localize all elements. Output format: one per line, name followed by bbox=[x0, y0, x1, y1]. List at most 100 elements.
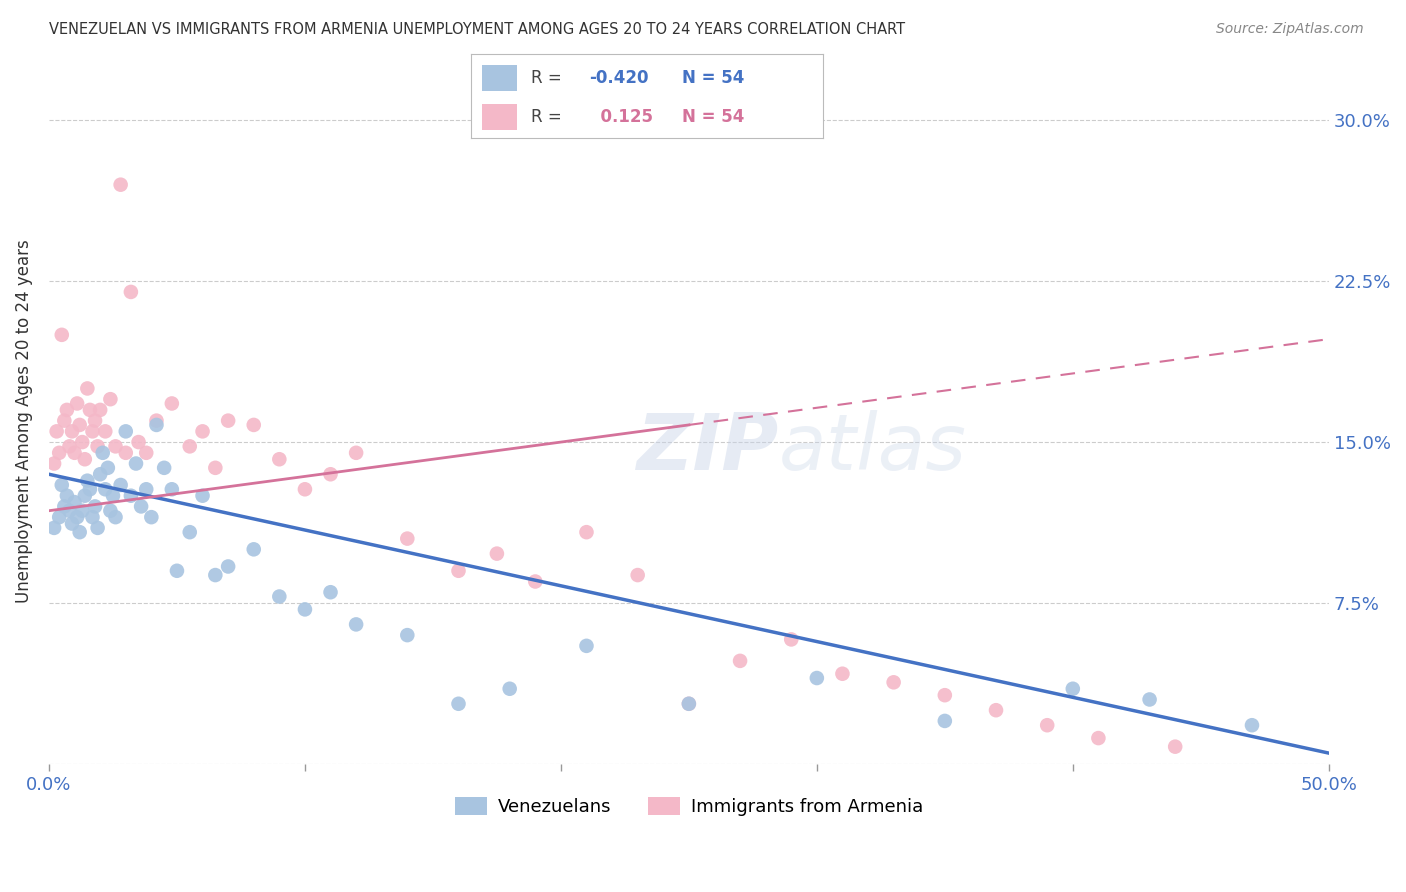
Point bbox=[89, 403, 111, 417]
Point bbox=[217, 559, 239, 574]
Point bbox=[135, 483, 157, 497]
Point bbox=[51, 478, 73, 492]
Point bbox=[120, 489, 142, 503]
Point bbox=[104, 510, 127, 524]
Point bbox=[934, 714, 956, 728]
Point bbox=[294, 602, 316, 616]
Point bbox=[53, 414, 76, 428]
Text: VENEZUELAN VS IMMIGRANTS FROM ARMENIA UNEMPLOYMENT AMONG AGES 20 TO 24 YEARS COR: VENEZUELAN VS IMMIGRANTS FROM ARMENIA UN… bbox=[49, 22, 905, 37]
Point bbox=[76, 474, 98, 488]
Point bbox=[984, 703, 1007, 717]
Point bbox=[319, 467, 342, 482]
Point bbox=[70, 504, 93, 518]
Point bbox=[129, 500, 152, 514]
Point bbox=[63, 446, 86, 460]
Point bbox=[66, 510, 89, 524]
Text: R =: R = bbox=[531, 69, 567, 87]
Point bbox=[166, 564, 188, 578]
Point bbox=[806, 671, 828, 685]
Point bbox=[60, 425, 83, 439]
Text: 0.125: 0.125 bbox=[589, 108, 652, 126]
Point bbox=[48, 510, 70, 524]
Point bbox=[1139, 692, 1161, 706]
Point bbox=[135, 446, 157, 460]
Point bbox=[69, 417, 91, 432]
Text: Source: ZipAtlas.com: Source: ZipAtlas.com bbox=[1216, 22, 1364, 37]
Point bbox=[242, 417, 264, 432]
Point bbox=[447, 697, 470, 711]
Point bbox=[524, 574, 547, 589]
Point bbox=[84, 414, 107, 428]
Point bbox=[831, 666, 853, 681]
Point bbox=[94, 483, 117, 497]
Point bbox=[1062, 681, 1084, 696]
Point bbox=[94, 425, 117, 439]
Point bbox=[1036, 718, 1059, 732]
Point bbox=[101, 489, 124, 503]
Point bbox=[79, 403, 101, 417]
Point bbox=[97, 460, 120, 475]
Point bbox=[499, 681, 522, 696]
Point bbox=[217, 414, 239, 428]
Point bbox=[269, 452, 291, 467]
Point bbox=[84, 500, 107, 514]
Point bbox=[191, 425, 214, 439]
Text: N = 54: N = 54 bbox=[682, 69, 744, 87]
Point bbox=[344, 617, 367, 632]
Point bbox=[42, 521, 65, 535]
Point bbox=[575, 639, 598, 653]
Point bbox=[66, 396, 89, 410]
FancyBboxPatch shape bbox=[482, 104, 517, 130]
Point bbox=[447, 564, 470, 578]
Point bbox=[114, 425, 136, 439]
Point bbox=[60, 516, 83, 531]
Point bbox=[56, 489, 79, 503]
Point bbox=[86, 521, 108, 535]
Text: -0.420: -0.420 bbox=[589, 69, 648, 87]
Point bbox=[204, 568, 226, 582]
Point bbox=[485, 547, 508, 561]
Point bbox=[179, 439, 201, 453]
Point bbox=[191, 489, 214, 503]
Point bbox=[86, 439, 108, 453]
Point bbox=[56, 403, 79, 417]
Point bbox=[73, 452, 96, 467]
Point bbox=[58, 504, 80, 518]
Point bbox=[82, 510, 104, 524]
Point bbox=[82, 425, 104, 439]
Point bbox=[396, 628, 419, 642]
Point bbox=[1087, 731, 1109, 745]
Point bbox=[678, 697, 700, 711]
Text: N = 54: N = 54 bbox=[682, 108, 744, 126]
Point bbox=[1240, 718, 1263, 732]
Point bbox=[160, 483, 183, 497]
Point bbox=[678, 697, 700, 711]
Point bbox=[883, 675, 905, 690]
Point bbox=[319, 585, 342, 599]
Point bbox=[145, 414, 167, 428]
FancyBboxPatch shape bbox=[482, 65, 517, 91]
Point bbox=[780, 632, 803, 647]
Point bbox=[575, 525, 598, 540]
Point bbox=[110, 178, 132, 192]
Point bbox=[125, 457, 148, 471]
Point bbox=[153, 460, 176, 475]
Text: R =: R = bbox=[531, 108, 567, 126]
Point bbox=[63, 495, 86, 509]
Point bbox=[728, 654, 751, 668]
Point bbox=[204, 460, 226, 475]
Point bbox=[58, 439, 80, 453]
Point bbox=[294, 483, 316, 497]
Point bbox=[114, 446, 136, 460]
Point bbox=[179, 525, 201, 540]
Point bbox=[76, 381, 98, 395]
Y-axis label: Unemployment Among Ages 20 to 24 years: Unemployment Among Ages 20 to 24 years bbox=[15, 239, 32, 602]
Point bbox=[104, 439, 127, 453]
Point bbox=[128, 435, 150, 450]
Legend: Venezuelans, Immigrants from Armenia: Venezuelans, Immigrants from Armenia bbox=[447, 789, 931, 823]
Point bbox=[110, 478, 132, 492]
Point bbox=[42, 457, 65, 471]
Point bbox=[145, 417, 167, 432]
Point bbox=[1164, 739, 1187, 754]
Point bbox=[70, 435, 93, 450]
